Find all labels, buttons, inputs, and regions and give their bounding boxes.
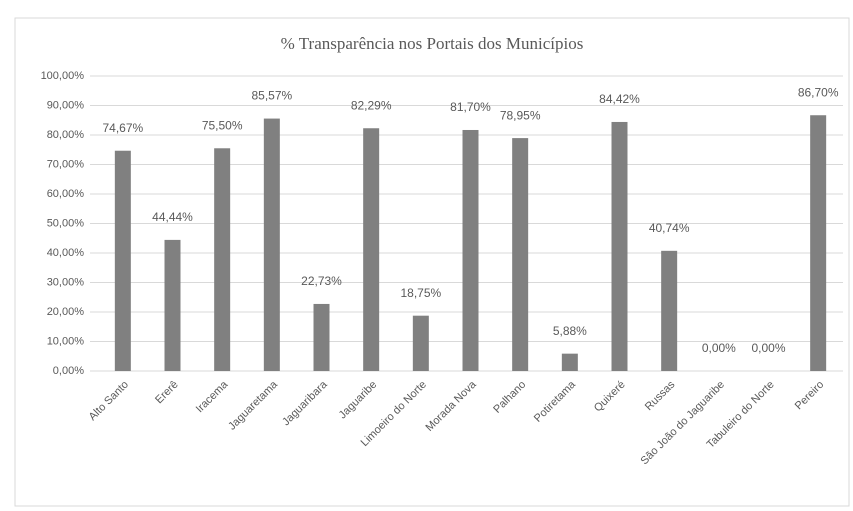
y-tick-label: 70,00% bbox=[47, 158, 85, 170]
data-label: 86,70% bbox=[798, 85, 839, 99]
data-label: 78,95% bbox=[500, 108, 541, 122]
y-tick-label: 30,00% bbox=[47, 276, 85, 288]
data-label: 22,73% bbox=[301, 274, 342, 288]
bar bbox=[263, 118, 280, 371]
data-label: 0,00% bbox=[751, 341, 785, 355]
bar bbox=[462, 129, 479, 371]
chart-frame bbox=[14, 17, 850, 507]
data-label: 82,29% bbox=[351, 98, 392, 112]
y-tick-label: 90,00% bbox=[47, 99, 85, 111]
y-tick-label: 10,00% bbox=[47, 335, 85, 347]
bar bbox=[164, 239, 181, 371]
data-label: 85,57% bbox=[251, 89, 292, 103]
y-tick-label: 20,00% bbox=[47, 306, 85, 318]
bar bbox=[810, 115, 827, 371]
bar bbox=[661, 250, 678, 371]
data-label: 5,88% bbox=[553, 324, 587, 338]
bar bbox=[114, 150, 131, 371]
y-tick-label: 50,00% bbox=[47, 217, 85, 229]
bar bbox=[561, 353, 578, 371]
y-tick-label: 100,00% bbox=[41, 70, 85, 82]
bar bbox=[412, 315, 429, 371]
bar bbox=[313, 303, 330, 371]
bar bbox=[214, 148, 231, 371]
bar bbox=[363, 128, 380, 371]
y-tick-label: 60,00% bbox=[47, 188, 85, 200]
data-label: 0,00% bbox=[702, 341, 736, 355]
data-label: 40,74% bbox=[649, 221, 690, 235]
bar bbox=[611, 121, 628, 371]
y-tick-label: 40,00% bbox=[47, 247, 85, 259]
data-label: 84,42% bbox=[599, 92, 640, 106]
y-tick-label: 0,00% bbox=[53, 365, 84, 377]
bar bbox=[512, 138, 529, 371]
y-tick-label: 80,00% bbox=[47, 129, 85, 141]
data-label: 81,70% bbox=[450, 100, 491, 114]
data-label: 44,44% bbox=[152, 210, 193, 224]
data-label: 75,50% bbox=[202, 118, 243, 132]
data-label: 18,75% bbox=[400, 286, 441, 300]
chart-title: % Transparência nos Portais dos Municípi… bbox=[281, 34, 584, 53]
data-label: 74,67% bbox=[102, 121, 143, 135]
